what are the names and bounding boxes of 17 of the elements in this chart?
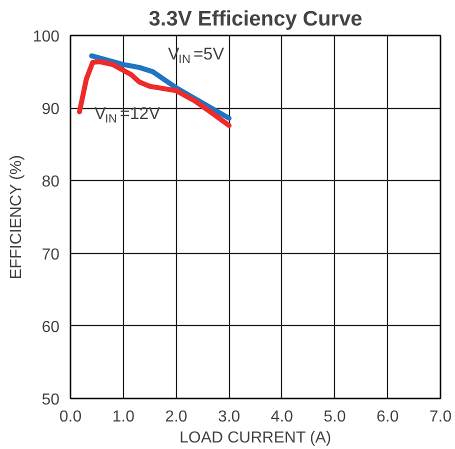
y-tick-label: 70 — [42, 246, 60, 264]
x-tick-label: 4.0 — [270, 408, 294, 426]
x-tick-label: 0.0 — [59, 408, 82, 426]
x-tick-label: 2.0 — [165, 408, 188, 426]
chart-title: 3.3V Efficiency Curve — [148, 8, 362, 30]
x-axis-title: LOAD CURRENT (A) — [179, 430, 332, 446]
x-tick-label: 5.0 — [324, 408, 346, 426]
x-tick-label: 1.0 — [112, 408, 135, 426]
y-tick-label: 100 — [32, 28, 60, 46]
y-tick-label: 90 — [42, 101, 60, 118]
x-tick-label: 3.0 — [218, 408, 240, 426]
x-tick-label: 7.0 — [429, 408, 452, 426]
x-tick-label: 6.0 — [376, 408, 399, 426]
y-tick-label: 80 — [42, 174, 60, 191]
y-tick-label: 50 — [42, 392, 60, 408]
y-axis-title: EFFICIENCY (%) — [8, 155, 25, 280]
y-tick-label: 60 — [42, 318, 60, 336]
